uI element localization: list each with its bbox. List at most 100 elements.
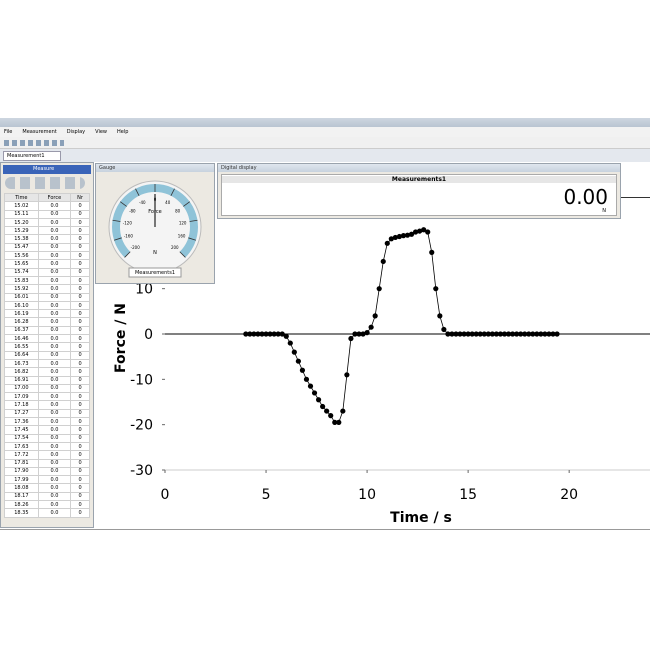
gauge: Force N Measurements1 -200-160-120-80-40…	[108, 180, 202, 278]
table-row: 17.45 0.0 0	[4, 425, 90, 435]
table-cell: 0.0	[37, 483, 72, 493]
data-point	[291, 349, 297, 355]
table-cell: 0.0	[37, 251, 72, 261]
table-cell: 16.19	[4, 309, 39, 319]
table-row: 15.56 0.0 0	[4, 251, 90, 261]
table-cell: 0	[70, 242, 90, 253]
table-cell: 0	[70, 259, 90, 269]
table-cell: 0	[70, 201, 90, 211]
data-point	[380, 258, 386, 265]
table-cell: 18.17	[4, 491, 39, 502]
table-row: 16.28 0.0 0	[4, 317, 90, 327]
data-point	[320, 403, 326, 410]
table-cell: 17.63	[4, 441, 39, 452]
gauge-label: 200	[171, 245, 179, 250]
table-row: 17.27 0.0 0	[4, 408, 90, 419]
table-cell: 0	[70, 475, 90, 485]
data-point	[368, 324, 374, 330]
data-point	[315, 397, 322, 403]
data-panel: Measure Time Force Nr 15.02 0.0 0 15.11 0.0 0 15.…	[0, 162, 94, 528]
table-cell: 15.11	[4, 209, 39, 219]
table-cell: 0	[70, 400, 90, 410]
table-cell: 0	[70, 217, 90, 228]
data-point	[542, 331, 548, 337]
table-cell: 17.00	[4, 383, 39, 394]
table-cell: 16.01	[4, 292, 39, 302]
window-title: Gauge	[96, 164, 214, 172]
gauge-label: 120	[179, 221, 187, 226]
data-point	[400, 233, 407, 239]
gauge-tick	[113, 237, 122, 241]
menu-item[interactable]: Measurement	[22, 129, 57, 135]
data-point	[449, 331, 455, 337]
data-point	[324, 408, 330, 414]
table-row: 16.64 0.0 0	[4, 350, 90, 360]
toolbar	[0, 137, 650, 149]
data-point	[421, 227, 427, 233]
table-cell: 0	[70, 375, 90, 385]
table-cell: 0	[70, 209, 90, 219]
table-cell: 0.0	[37, 441, 72, 452]
table-row: 15.20 0.0 0	[4, 217, 90, 228]
digital-unit: N	[602, 208, 606, 214]
table-cell: 0.0	[37, 466, 72, 477]
menu-item[interactable]: View	[95, 129, 108, 135]
table-cell: 0.0	[37, 508, 72, 518]
table-row: 16.91 0.0 0	[4, 375, 90, 385]
panel-buttons[interactable]	[5, 177, 85, 189]
menu-item[interactable]: File	[4, 129, 13, 135]
data-point	[457, 331, 463, 337]
data-point	[352, 331, 358, 337]
table-cell: 15.20	[4, 217, 39, 228]
data-point	[344, 372, 350, 378]
table-row: 16.73 0.0 0	[4, 358, 90, 369]
x-tick-label: 20	[560, 487, 578, 503]
table-cell: 0	[70, 251, 90, 261]
data-point	[425, 229, 431, 235]
data-point	[461, 331, 467, 337]
gauge-label: -160	[124, 234, 134, 239]
gauge-label: 0	[154, 197, 157, 202]
table-row: 15.65 0.0 0	[4, 259, 90, 269]
table-cell: 0	[70, 408, 90, 419]
table-cell: 0	[70, 508, 90, 518]
table-cell: 0.0	[37, 433, 72, 443]
table-cell: 0	[70, 325, 90, 336]
table-cell: 15.38	[4, 234, 39, 244]
toolbar-icons[interactable]	[4, 140, 64, 146]
tab[interactable]: Measurement1	[3, 151, 61, 161]
table-row: 17.99 0.0 0	[4, 475, 90, 485]
gauge-channel: Measurements1	[135, 270, 175, 276]
data-point	[340, 408, 346, 414]
table-cell: 0	[70, 234, 90, 244]
table-row: 17.18 0.0 0	[4, 400, 90, 410]
menu-item[interactable]: Help	[117, 129, 129, 135]
data-point	[287, 340, 293, 346]
table-cell: 16.82	[4, 367, 39, 377]
data-point	[473, 331, 479, 337]
table-cell: 0.0	[37, 400, 72, 410]
table-cell: 15.92	[4, 284, 39, 294]
data-point	[477, 331, 483, 337]
x-tick-label: 10	[358, 487, 376, 503]
table-row: 17.36 0.0 0	[4, 416, 90, 427]
data-point	[396, 233, 403, 240]
table-cell: 0.0	[37, 491, 72, 502]
table-cell: 0	[70, 416, 90, 427]
data-point	[518, 331, 524, 337]
table-cell: 0.0	[37, 300, 72, 311]
data-point	[526, 331, 532, 337]
gauge-tick	[188, 237, 197, 241]
data-point	[243, 331, 249, 337]
gauge-label-box	[128, 267, 182, 278]
data-point	[404, 232, 411, 238]
table-cell: 0.0	[37, 267, 72, 277]
table-cell: 17.81	[4, 458, 39, 468]
menu-item[interactable]: Display	[66, 129, 86, 135]
panel-header[interactable]: Measure	[3, 165, 91, 174]
header-cell: Time	[4, 192, 39, 203]
gauge-window: Gauge Force N Measurements1 -200-160-120…	[95, 163, 215, 284]
table-cell: 0	[70, 458, 90, 468]
table-cell: 0	[70, 334, 90, 344]
